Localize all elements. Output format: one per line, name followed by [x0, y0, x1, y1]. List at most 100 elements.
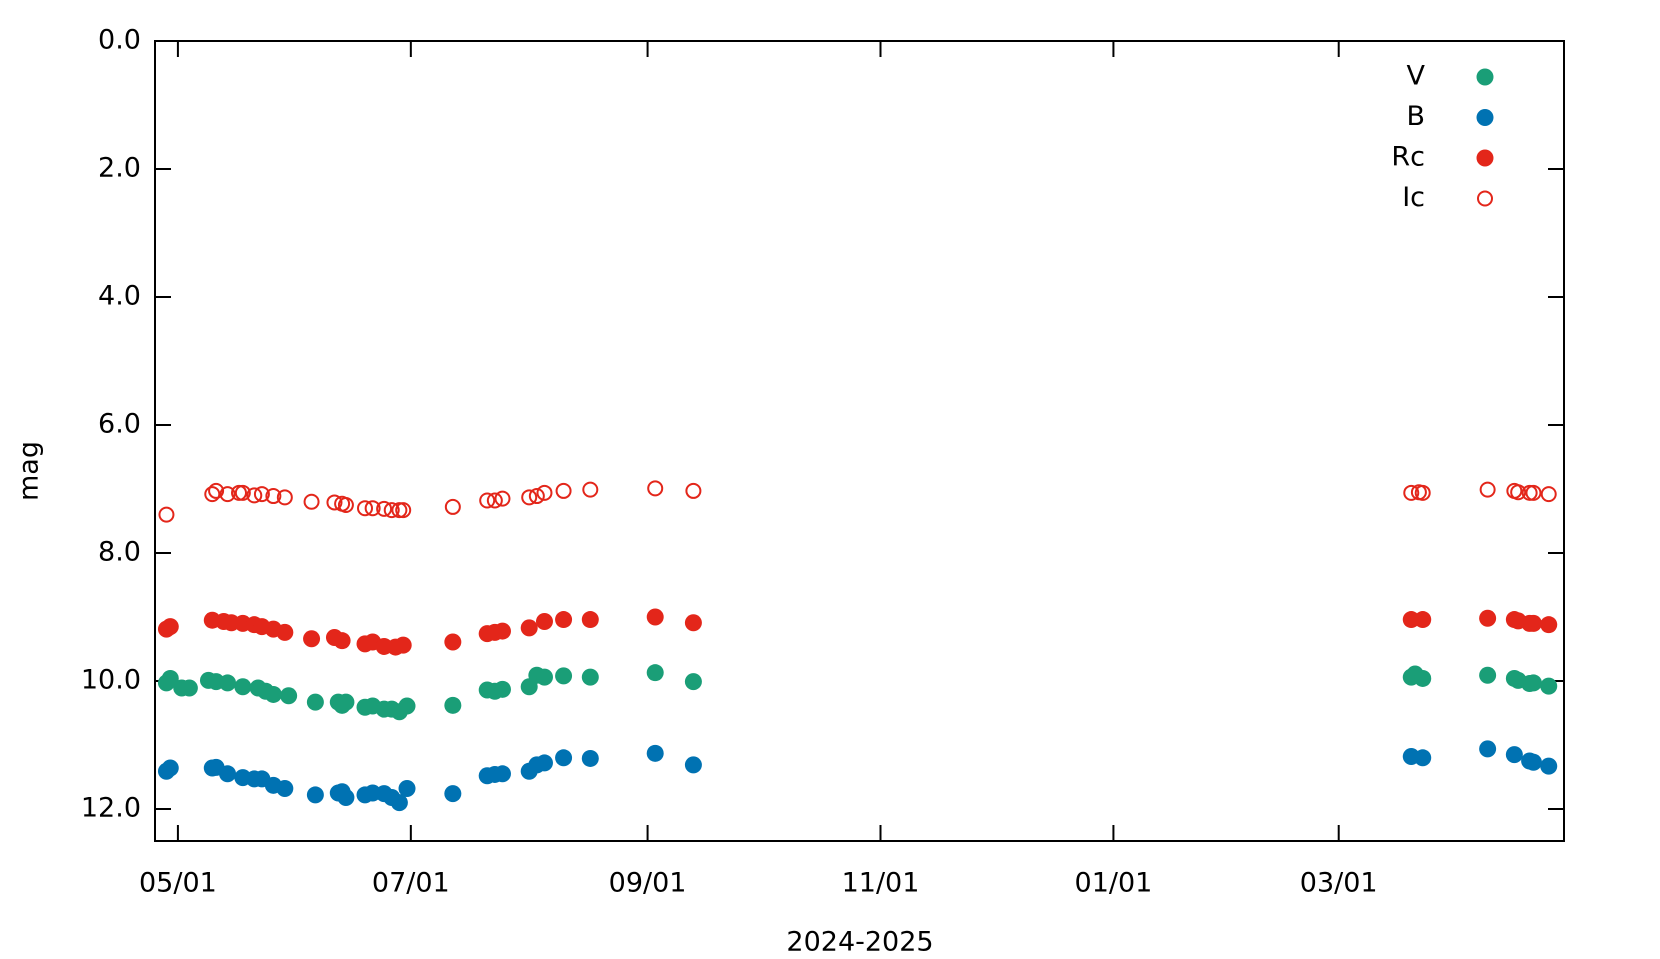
data-point [444, 498, 461, 515]
data-point [1479, 666, 1497, 684]
data-point [535, 668, 553, 686]
legend-marker [1476, 109, 1494, 126]
data-point [398, 697, 416, 715]
data-point [1540, 757, 1558, 775]
data-point [536, 484, 553, 501]
data-point [535, 612, 553, 630]
data-point [303, 493, 320, 510]
data-point [1414, 749, 1432, 767]
data-point [647, 480, 664, 497]
data-point [535, 754, 553, 772]
y-tick-label: 6.0 [98, 409, 141, 440]
data-point [276, 780, 294, 798]
y-tick-label: 10.0 [81, 665, 141, 696]
x-tick-label: 01/01 [1075, 868, 1153, 899]
data-point [390, 794, 408, 812]
data-point [1414, 669, 1432, 687]
data-point [646, 608, 664, 626]
data-point [1540, 486, 1557, 503]
data-point [337, 693, 355, 711]
data-point [1505, 746, 1523, 764]
data-point [219, 486, 236, 503]
legend-marker [1476, 149, 1494, 167]
data-point [581, 611, 599, 629]
legend-label: Rc [1391, 142, 1425, 173]
data-point [1525, 484, 1542, 501]
data-point [1540, 677, 1558, 695]
data-point [1414, 484, 1431, 501]
x-axis-label: 2024-2025 [786, 927, 933, 958]
plot-frame [154, 40, 1565, 842]
legend-marker [1477, 190, 1493, 207]
data-point [265, 488, 282, 505]
data-point [528, 488, 545, 505]
data-point [333, 632, 351, 650]
data-point [394, 636, 412, 654]
data-point [684, 673, 702, 691]
legend-label: Ic [1402, 182, 1425, 213]
y-tick-label: 12.0 [81, 793, 141, 824]
data-point [306, 693, 324, 711]
data-point [685, 482, 702, 499]
data-point [253, 486, 270, 503]
data-point [520, 619, 538, 637]
data-point [555, 482, 572, 499]
data-point [555, 749, 573, 767]
x-tick-label: 09/01 [609, 868, 687, 899]
data-point [581, 749, 599, 767]
y-axis-label: mag [14, 441, 45, 501]
data-point [479, 492, 496, 509]
data-point [161, 669, 179, 687]
data-point [234, 484, 251, 501]
legend-marker [1476, 68, 1494, 86]
data-point [1479, 740, 1497, 758]
data-point [493, 622, 511, 640]
data-point [444, 633, 462, 651]
y-tick-label: 4.0 [98, 281, 141, 312]
data-point [1414, 611, 1432, 629]
x-tick-label: 03/01 [1300, 868, 1378, 899]
data-point [646, 664, 664, 682]
x-tick-label: 11/01 [842, 868, 920, 899]
data-point [364, 500, 381, 517]
data-point [1540, 616, 1558, 634]
legend-label: B [1406, 101, 1425, 132]
data-point [246, 487, 263, 504]
data-point [219, 674, 237, 692]
data-point [234, 678, 252, 696]
data-point [326, 494, 343, 511]
x-tick-label: 07/01 [372, 868, 450, 899]
data-point [395, 502, 412, 519]
data-point [376, 500, 393, 517]
data-point [161, 618, 179, 636]
data-point [521, 489, 538, 506]
data-point [337, 788, 355, 806]
data-point [684, 614, 702, 632]
data-point [444, 785, 462, 803]
data-point [444, 696, 462, 714]
data-point [276, 489, 293, 506]
legend-label: V [1407, 61, 1426, 92]
data-point [1403, 484, 1420, 501]
data-point [1524, 614, 1542, 632]
data-point [158, 506, 175, 523]
x-tick-label: 05/01 [139, 868, 217, 899]
data-point [1479, 481, 1496, 498]
data-point [582, 481, 599, 498]
y-tick-label: 2.0 [98, 153, 141, 184]
data-point [684, 756, 702, 774]
data-point [219, 765, 237, 783]
data-point [276, 623, 294, 641]
data-point [264, 685, 282, 703]
data-point [161, 759, 179, 777]
data-point [646, 744, 664, 762]
data-point [208, 482, 225, 499]
y-tick-label: 0.0 [98, 25, 141, 56]
data-point [303, 630, 321, 648]
data-point [306, 786, 324, 804]
data-point [486, 492, 503, 509]
data-point [180, 679, 198, 697]
data-point [1479, 609, 1497, 627]
data-point [204, 486, 221, 503]
